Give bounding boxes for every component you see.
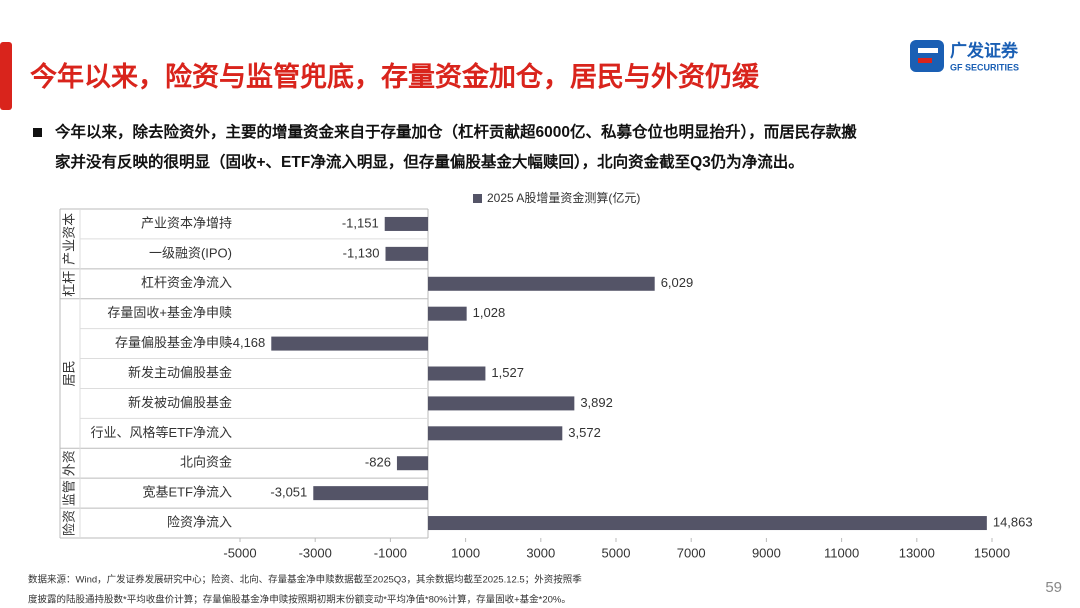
category-label: 杠杆资金净流入 xyxy=(141,275,232,290)
x-tick-label: 1000 xyxy=(451,545,480,560)
bar xyxy=(428,276,655,291)
accent-bar xyxy=(0,42,12,110)
bar xyxy=(384,216,428,231)
value-label: 14,863 xyxy=(993,514,1033,529)
bar xyxy=(313,486,428,501)
bar xyxy=(428,306,467,321)
source-note: 度披露的陆股通持股数*平均收盘价计算；存量偏股基金净申赎按照期初期末份额变动*平… xyxy=(28,594,571,606)
x-tick-label: 3000 xyxy=(526,545,555,560)
bar xyxy=(271,336,428,351)
value-label: -1,130 xyxy=(343,245,380,260)
logo: 广发证券 GF SECURITIES xyxy=(910,40,1019,72)
x-tick-label: 13000 xyxy=(899,545,935,560)
group-label: 产业资本 xyxy=(61,213,76,265)
logo-subtext: GF SECURITIES xyxy=(950,62,1019,72)
bar xyxy=(428,516,987,531)
category-label: 险资净流入 xyxy=(167,514,232,529)
category-label: 产业资本净增持 xyxy=(141,215,232,230)
value-label: 3,572 xyxy=(568,425,601,440)
legend-swatch xyxy=(473,194,482,203)
page-number: 59 xyxy=(1045,579,1062,596)
bullet-marker xyxy=(33,128,42,137)
group-label: 监管 xyxy=(61,480,76,506)
x-tick-label: -5000 xyxy=(223,545,256,560)
x-tick-label: 11000 xyxy=(824,545,859,560)
source-note: 数据来源：Wind，广发证券发展研究中心；险资、北向、存量基金净申赎数据截至20… xyxy=(28,574,582,586)
bar xyxy=(385,246,428,261)
logo-text: 广发证券 xyxy=(950,40,1019,60)
value-label: -4,168 xyxy=(228,335,265,350)
bar xyxy=(396,456,428,471)
category-label: 新发主动偏股基金 xyxy=(128,365,232,380)
logo-icon xyxy=(910,40,944,72)
bar xyxy=(428,426,563,441)
category-label: 新发被动偏股基金 xyxy=(128,395,232,410)
group-label: 居民 xyxy=(61,360,76,386)
x-tick-label: -3000 xyxy=(299,545,332,560)
value-label: 6,029 xyxy=(661,275,694,290)
category-label: 一级融资(IPO) xyxy=(149,245,232,260)
value-label: -826 xyxy=(365,455,391,470)
category-label: 行业、风格等ETF净流入 xyxy=(90,425,232,440)
x-tick-label: 9000 xyxy=(752,545,781,560)
value-label: -1,151 xyxy=(342,215,379,230)
x-tick-label: -1000 xyxy=(374,545,407,560)
bar xyxy=(428,366,486,381)
x-tick-label: 7000 xyxy=(677,545,706,560)
category-label: 存量固收+基金净申赎 xyxy=(107,305,232,320)
logo-icon-stroke xyxy=(918,58,932,63)
logo-icon-stroke xyxy=(918,48,938,53)
value-label: 1,527 xyxy=(491,365,524,380)
slide-title: 今年以来，险资与监管兜底，存量资金加仓，居民与外资仍缓 xyxy=(30,61,760,92)
value-label: 3,892 xyxy=(580,395,613,410)
category-label: 宽基ETF净流入 xyxy=(142,485,232,500)
group-label: 外资 xyxy=(61,450,76,476)
group-label: 杠杆 xyxy=(61,271,76,297)
bar xyxy=(428,396,575,411)
legend-label: 2025 A股增量资金测算(亿元) xyxy=(487,190,640,205)
bullet-line: 家并没有反映的很明显（固收+、ETF净流入明显，但存量偏股基金大幅赎回），北向资… xyxy=(55,152,804,171)
bullet-line: 今年以来，除去险资外，主要的增量资金来自于存量加仓（杠杆贡献超6000亿、私募仓… xyxy=(55,122,857,141)
group-label: 险资 xyxy=(61,510,76,536)
value-label: 1,028 xyxy=(473,305,506,320)
chart: 2025 A股增量资金测算(亿元) -5000 -3000 -1000 1000 3000… xyxy=(59,190,1033,560)
x-tick-label: 15000 xyxy=(974,545,1010,560)
x-tick-label: 5000 xyxy=(602,545,631,560)
value-label: -3,051 xyxy=(270,485,307,500)
category-label: 北向资金 xyxy=(180,455,232,470)
category-label: 存量偏股基金净申赎 xyxy=(115,335,232,350)
